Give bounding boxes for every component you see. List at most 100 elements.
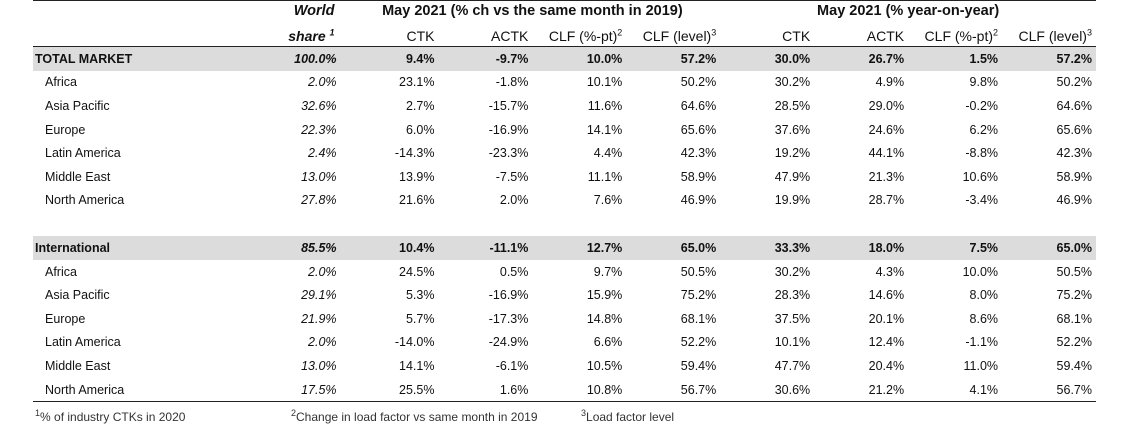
row-label: Latin America	[45, 146, 121, 161]
value-cell: 59.4%	[1056, 358, 1092, 373]
value-cell: 12.7%	[532, 236, 627, 260]
value-cell: 8.0%	[969, 288, 999, 303]
value-cell: 28.5%	[774, 98, 811, 113]
value-cell: 5.7%	[405, 311, 435, 326]
value-cell: -3.4%	[965, 193, 999, 208]
world-share-footnote-marker: 1	[329, 27, 335, 38]
value-cell: 11.0%	[963, 358, 999, 373]
table-row: Africa 2.0% 24.5% 0.5% 9.7% 50.5% 30.2% 4.3% 10.…	[33, 260, 1096, 284]
value-cell: -16.9%	[488, 288, 529, 303]
value-cell: 26.7%	[814, 46, 909, 71]
world-share-cell: 2.0%	[308, 335, 337, 350]
table-row: Africa 2.0% 23.1% -1.8% 10.1% 50.2% 30.2% 4.9% 9…	[33, 71, 1096, 95]
value-cell: 65.6%	[680, 122, 717, 137]
world-share-cell: 2.4%	[308, 146, 337, 161]
value-cell: 10.5%	[586, 358, 623, 373]
value-cell: 2.0%	[499, 193, 529, 208]
value-cell: 47.9%	[774, 169, 811, 184]
col-clf-pt-sup: 2	[617, 27, 623, 38]
col-clf-level-yoy-sup: 3	[1086, 27, 1092, 38]
header-blank	[33, 0, 205, 20]
col-ctk-yoy-header: CTK	[720, 20, 815, 47]
value-cell: 11.1%	[587, 169, 623, 184]
row-label: TOTAL MARKET	[33, 46, 205, 71]
row-label: North America	[45, 193, 125, 208]
spacer-cell	[33, 212, 1096, 236]
world-share-cell: 32.6%	[301, 98, 337, 113]
footnote-1-marker: 1	[35, 408, 41, 418]
row-label: Asia Pacific	[45, 288, 110, 303]
total-row: International 85.5% 10.4% -11.1% 12.7% 65.0% 3…	[33, 236, 1096, 260]
footnote-2: 2Change in load factor vs same month in …	[291, 409, 538, 425]
value-cell: 14.1%	[586, 122, 623, 137]
value-cell: -9.7%	[438, 46, 533, 71]
value-cell: 1.5%	[908, 46, 1003, 71]
world-share-cell: 13.0%	[301, 169, 337, 184]
value-cell: 19.9%	[774, 193, 811, 208]
value-cell: -1.8%	[495, 75, 529, 90]
value-cell: 44.1%	[868, 146, 905, 161]
row-label: Europe	[45, 122, 86, 137]
value-cell: 9.7%	[593, 264, 623, 279]
col-clf-level-text: CLF (level)	[642, 28, 712, 44]
footnote-3-text: Load factor level	[586, 410, 675, 424]
value-cell: 30.2%	[774, 264, 811, 279]
world-share-cell: 85.5%	[204, 236, 345, 260]
cargo-market-table-sheet: World May 2021 (% ch vs the same month i…	[33, 0, 1096, 424]
value-cell: 6.0%	[405, 122, 435, 137]
total-row: TOTAL MARKET 100.0% 9.4% -9.7% 10.0% 57.2% 30.…	[33, 46, 1096, 71]
value-cell: 14.8%	[586, 311, 623, 326]
value-cell: 24.6%	[868, 122, 905, 137]
header-row-2: share 1 CTK ACTK CLF (%-pt)2 CLF (level)…	[33, 20, 1096, 47]
value-cell: 9.4%	[344, 46, 439, 71]
row-label: Asia Pacific	[45, 98, 110, 113]
value-cell: -24.9%	[488, 335, 529, 350]
value-cell: 10.6%	[962, 169, 999, 184]
market-data-table: World May 2021 (% ch vs the same month i…	[33, 0, 1096, 403]
row-label: Latin America	[45, 335, 121, 350]
value-cell: 59.4%	[680, 358, 717, 373]
col-clf-level-sup: 3	[711, 27, 717, 38]
value-cell: 30.0%	[720, 46, 815, 71]
value-cell: 4.3%	[875, 264, 905, 279]
value-cell: 37.6%	[774, 122, 811, 137]
value-cell: 10.1%	[586, 75, 623, 90]
value-cell: 56.7%	[1002, 377, 1096, 403]
value-cell: 64.6%	[680, 98, 717, 113]
footnotes: 1% of industry CTKs in 2020 2Change in l…	[33, 408, 1096, 428]
value-cell: 10.1%	[774, 335, 811, 350]
value-cell: 64.6%	[1056, 98, 1092, 113]
table-body: TOTAL MARKET 100.0% 9.4% -9.7% 10.0% 57.2% 30.…	[33, 46, 1096, 403]
value-cell: 65.0%	[626, 236, 721, 260]
value-cell: 46.9%	[1056, 193, 1092, 208]
world-share-cell: 13.0%	[301, 358, 337, 373]
row-label: Middle East	[45, 358, 111, 373]
value-cell: 68.1%	[680, 311, 717, 326]
value-cell: 29.0%	[868, 98, 905, 113]
value-cell: 2.7%	[405, 98, 435, 113]
table-row: North America 17.5% 25.5% 1.6% 10.8% 56.7% 30.…	[33, 377, 1096, 403]
group1-title: May 2021 (% ch vs the same month in 2019…	[344, 0, 721, 20]
value-cell: 8.6%	[969, 311, 999, 326]
value-cell: 20.1%	[868, 311, 905, 326]
header-row-1: World May 2021 (% ch vs the same month i…	[33, 0, 1096, 20]
footnote-1-text: % of industry CTKs in 2020	[40, 410, 186, 424]
col-clf-pt-yoy-text: CLF (%-pt)	[924, 28, 993, 44]
world-share-cell: 22.3%	[301, 122, 337, 137]
value-cell: 30.2%	[774, 75, 811, 90]
section-spacer	[33, 212, 1096, 236]
value-cell: 46.9%	[680, 193, 717, 208]
col-clf-level-yoy-text: CLF (level)	[1018, 28, 1087, 44]
table-row: Asia Pacific 32.6% 2.7% -15.7% 11.6% 64.6% 28.…	[33, 94, 1096, 118]
row-label: North America	[33, 377, 205, 403]
col-clf-pt-yoy-header: CLF (%-pt)2	[908, 20, 1003, 47]
value-cell: 6.2%	[969, 122, 999, 137]
value-cell: 47.7%	[774, 358, 811, 373]
value-cell: 52.2%	[680, 335, 717, 350]
col-clf-level-yoy-header: CLF (level)3	[1002, 20, 1096, 47]
value-cell: 21.3%	[868, 169, 905, 184]
world-share-header-line1: World	[204, 0, 345, 20]
value-cell: 25.5%	[344, 377, 439, 403]
world-share-cell: 2.0%	[308, 264, 337, 279]
value-cell: 68.1%	[1056, 311, 1092, 326]
